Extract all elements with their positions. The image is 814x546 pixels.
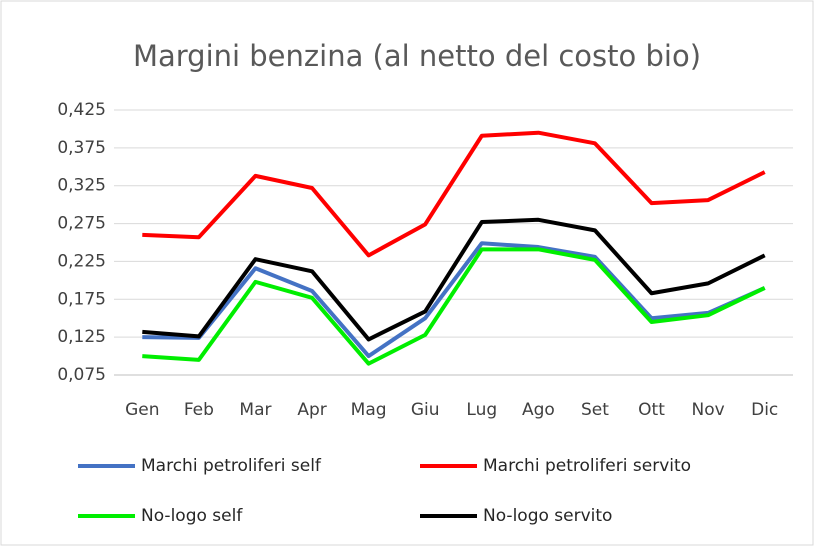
x-tick-label: Mag	[351, 400, 387, 420]
y-tick-label: 0,075	[57, 365, 106, 385]
data-line	[142, 130, 766, 258]
y-tick-label: 0,375	[57, 138, 106, 158]
x-tick-label: Gen	[125, 400, 159, 420]
x-tick-label: Nov	[692, 400, 725, 420]
legend-label: No-logo servito	[483, 506, 612, 526]
y-tick-label: 0,275	[57, 214, 106, 234]
y-tick-label: 0,225	[57, 251, 106, 271]
legend-label: No-logo self	[141, 506, 243, 526]
y-tick-label: 0,125	[57, 327, 106, 347]
x-tick-label: Dic	[751, 400, 778, 420]
x-tick-label: Giu	[411, 400, 440, 420]
x-tick-label: Set	[581, 400, 609, 420]
y-tick-label: 0,325	[57, 176, 106, 196]
legend-label: Marchi petroliferi servito	[483, 456, 691, 476]
data-line	[142, 217, 766, 342]
x-tick-label: Mar	[239, 400, 271, 420]
x-tick-label: Apr	[297, 400, 326, 420]
data-line	[142, 241, 766, 359]
x-tick-label: Ago	[522, 400, 555, 420]
x-tick-label: Ott	[638, 400, 665, 420]
x-tick-label: Lug	[466, 400, 497, 420]
legend-label: Marchi petroliferi self	[141, 456, 322, 476]
y-tick-label: 0,175	[57, 289, 106, 309]
x-tick-label: Feb	[184, 400, 214, 420]
chart-title: Margini benzina (al netto del costo bio)	[133, 39, 701, 73]
y-tick-label: 0,425	[57, 100, 106, 120]
data-line	[142, 247, 766, 366]
